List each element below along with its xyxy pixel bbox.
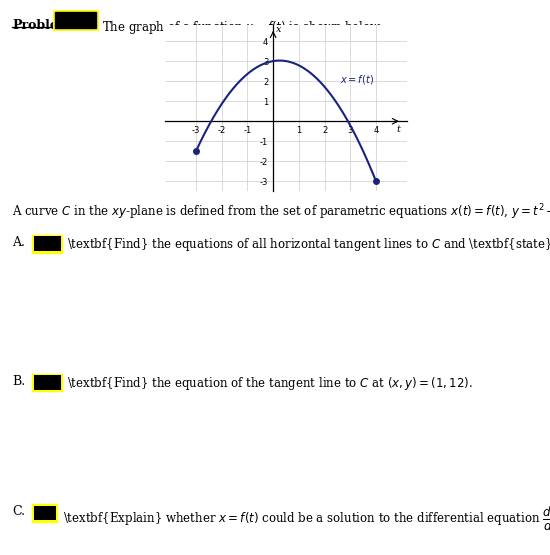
Bar	[54, 11, 97, 29]
Bar	[32, 235, 62, 253]
Bar	[34, 236, 60, 251]
Text: Problem: Problem	[12, 19, 71, 32]
Text: C.: C.	[12, 505, 25, 518]
Bar	[32, 504, 57, 522]
Text: \textbf{Find} the equation of the tangent line to $C$ at $(x, y) = (1, 12)$.: \textbf{Find} the equation of the tangen…	[67, 375, 473, 392]
Text: \textbf{Find} the equations of all horizontal tangent lines to $C$ and \textbf{s: \textbf{Find} the equations of all horiz…	[67, 236, 550, 253]
Text: $x = f(t)$: $x = f(t)$	[340, 73, 374, 85]
Text: A curve $C$ in the $xy$-plane is defined from the set of parametric equations $x: A curve $C$ in the $xy$-plane is defined…	[12, 203, 550, 222]
Text: B.: B.	[12, 375, 25, 387]
Bar	[34, 506, 56, 520]
Bar	[34, 375, 60, 390]
Text: A.: A.	[12, 236, 25, 249]
Text: t: t	[396, 125, 400, 134]
Text: The graph of a function $x = f(t)$ is shown below.: The graph of a function $x = f(t)$ is sh…	[102, 19, 384, 37]
Text: \textbf{Explain} whether $x = f(t)$ could be a solution to the differential equa: \textbf{Explain} whether $x = f(t)$ coul…	[63, 505, 550, 533]
Bar	[55, 12, 96, 28]
Bar	[32, 374, 62, 391]
Text: x: x	[276, 26, 282, 34]
